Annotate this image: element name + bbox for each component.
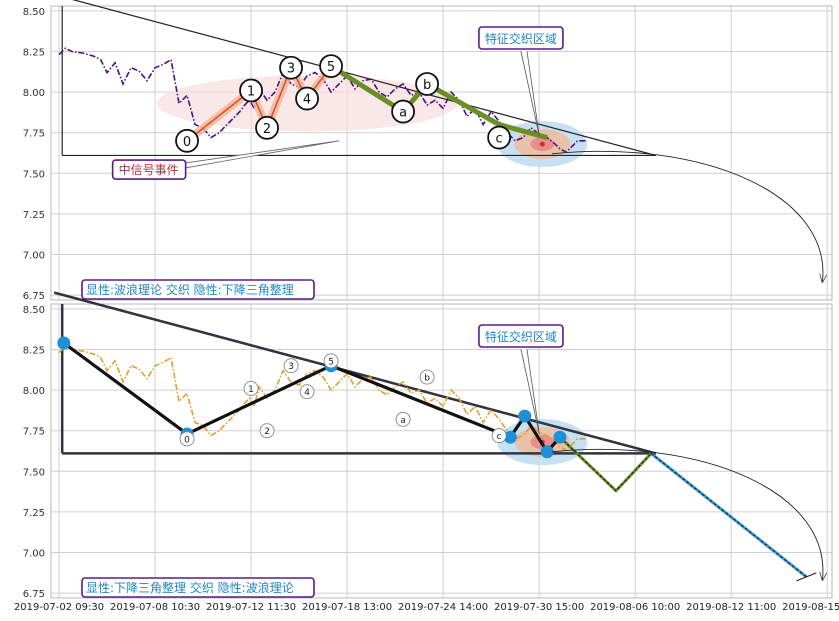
- wave-label-circle: [175, 128, 199, 153]
- x-tick-label: 2019-07-24 14:00: [398, 602, 488, 613]
- x-tick-label: 2019-07-02 09:30: [14, 602, 104, 613]
- y-tick-label: 7.25: [23, 508, 45, 519]
- y-tick-label: 7.50: [23, 467, 45, 478]
- triangle-vertex-dot: [57, 336, 71, 350]
- plot-frame: [50, 5, 833, 301]
- y-tick-label: 8.50: [23, 7, 45, 18]
- y-tick-label: 8.25: [23, 47, 45, 58]
- wave-label-circle: [299, 384, 315, 400]
- wave-label-circle: [323, 353, 339, 369]
- wave-label-text: 4: [303, 93, 311, 108]
- y-tick-label: 7.25: [23, 210, 45, 221]
- wave-label-text: 0: [183, 135, 191, 150]
- event-label-text: 中信号事件: [119, 162, 179, 177]
- wave-label-text: 0: [184, 435, 190, 445]
- x-tick-label: 2019-08-15 11:00: [782, 602, 839, 613]
- wave-label-circle: [243, 381, 259, 396]
- wave-label-text: a: [400, 416, 406, 426]
- y-tick-label: 7.50: [23, 169, 45, 180]
- projection-curve-arrow: [551, 448, 823, 580]
- wave-label-circle: [179, 431, 195, 447]
- projection-end-cap: [796, 572, 817, 582]
- zone-label-box: [478, 26, 564, 50]
- x-tick-label: 2019-07-12 11:30: [206, 602, 296, 613]
- x-tick-label: 2019-07-30 15:00: [494, 602, 584, 613]
- plot-frame: [50, 303, 833, 599]
- triangle-upper-line: [53, 291, 657, 455]
- zone-label-text: 特征交织区域: [485, 329, 557, 344]
- zone-pointer: [520, 348, 540, 435]
- wave-label-text: 5: [328, 357, 334, 367]
- y-tick-label: 6.75: [23, 291, 45, 302]
- zone-label-text: 特征交织区域: [485, 31, 557, 46]
- zone-center-dot: [539, 141, 545, 147]
- wave-label-text: 4: [304, 388, 310, 398]
- triangle-vertex-dot: [553, 430, 567, 444]
- wave-label-circle: [239, 78, 263, 103]
- panel-caption-text: 显性:下降三角整理 交织 隐性:波浪理论: [86, 580, 294, 595]
- triangle-vertex-dot: [518, 409, 532, 423]
- wave-label-circle: [419, 369, 435, 385]
- projection-green-dash: [559, 436, 652, 492]
- x-tick-label: 2019-08-06 10:00: [590, 602, 680, 613]
- y-tick-label: 7.00: [23, 549, 45, 560]
- wave-label-text: c: [496, 132, 503, 147]
- x-tick-label: 2019-07-18 13:00: [302, 602, 392, 613]
- wave-label-text: b: [423, 78, 431, 93]
- y-tick-label: 8.25: [23, 345, 45, 356]
- panel-caption-box: [81, 279, 315, 300]
- triangle-vertex-dot: [540, 445, 554, 459]
- wave-label-text: c: [497, 432, 502, 442]
- wave-label-text: 2: [263, 122, 271, 137]
- wave-label-circle: [319, 54, 343, 78]
- price-series-line: [58, 345, 588, 452]
- projection-curve-arrow: [551, 150, 823, 282]
- panel-caption-box: [81, 577, 315, 598]
- wave-label-text: 3: [288, 362, 294, 372]
- projection-blue-dash: [650, 453, 807, 578]
- wave-label-text: 5: [327, 60, 335, 75]
- zone-label-box: [478, 324, 564, 348]
- y-tick-label: 8.50: [23, 305, 45, 316]
- y-tick-label: 7.75: [23, 129, 45, 140]
- wave-label-text: 2: [264, 427, 270, 437]
- wave-label-text: 1: [248, 385, 254, 395]
- wave-label-circle: [279, 55, 303, 80]
- y-tick-label: 8.00: [23, 88, 45, 99]
- wave-label-circle: [415, 72, 439, 96]
- projection-blue-line: [650, 452, 808, 579]
- wave-label-circle: [487, 125, 512, 150]
- triangle-vertex-dot: [503, 430, 517, 444]
- wave-label-text: 3: [287, 62, 295, 77]
- wave-label-circle: [255, 115, 279, 140]
- wave-label-text: a: [399, 106, 407, 121]
- x-tick-label: 2019-08-12 11:00: [686, 602, 776, 613]
- x-tick-label: 2019-07-08 10:30: [110, 602, 200, 613]
- wave-label-text: b: [424, 374, 430, 384]
- wave-label-circle: [283, 358, 299, 374]
- wave-label-circle: [259, 423, 275, 439]
- wave-label-circle: [295, 86, 319, 111]
- wave-label-circle: [491, 428, 507, 444]
- zone-pointer: [520, 50, 540, 137]
- panel-caption-text: 显性:波浪理论 交织 隐性:下降三角整理: [86, 282, 294, 297]
- y-tick-label: 6.75: [23, 589, 45, 600]
- triangle-upper-line: [71, 0, 657, 157]
- wave-label-text: 1: [247, 84, 255, 99]
- wave-label-circle: [395, 411, 411, 427]
- event-pointer: [184, 140, 340, 169]
- wave-label-circle: [391, 99, 415, 124]
- y-tick-label: 7.00: [23, 251, 45, 262]
- y-tick-label: 8.00: [23, 386, 45, 397]
- event-label-box: [111, 159, 187, 180]
- y-tick-label: 7.75: [23, 427, 45, 438]
